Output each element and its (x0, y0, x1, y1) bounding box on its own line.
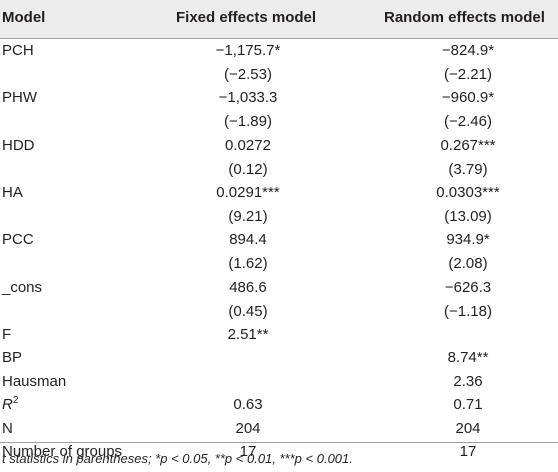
fixed-effects-cell: 0.63 (233, 396, 263, 413)
table-row: BP 8.74** (0, 346, 558, 370)
random-effects-cell: 0.267*** (440, 137, 496, 154)
fixed-effects-cell: (−1.89) (224, 113, 272, 130)
fixed-effects-cell: 17 (239, 443, 257, 460)
table-footnote: t statistics in parentheses; *p < 0.05, … (2, 451, 353, 466)
random-effects-cell: 17 (459, 443, 477, 460)
fixed-effects-cell: 486.6 (229, 279, 267, 296)
fixed-effects-cell: (1.62) (228, 255, 268, 272)
random-effects-cell: 8.74** (447, 349, 489, 366)
fixed-effects-cell: (9.21) (228, 208, 268, 225)
row-label: BP (2, 349, 23, 366)
table-row: (1.62) (2.08) (0, 252, 558, 276)
random-effects-cell: (−2.46) (444, 113, 492, 130)
fixed-effects-cell: 2.51** (227, 326, 269, 343)
header-random-effects: Random effects model (384, 9, 545, 26)
random-effects-cell: −824.9* (441, 42, 495, 59)
table-row: _cons 486.6 −626.3 (0, 276, 558, 300)
fixed-effects-cell: −1,033.3 (218, 89, 278, 106)
table-row: Number of groups 17 17 (0, 440, 558, 464)
table-row: R2 0.63 0.71 (0, 393, 558, 417)
table-row: (−2.53) (−2.21) (0, 63, 558, 87)
row-label: Hausman (2, 373, 67, 390)
row-label: PHW (2, 89, 37, 106)
random-effects-cell: (3.79) (448, 161, 488, 178)
table-row: N 204 204 (0, 417, 558, 441)
random-effects-cell: 2.36 (453, 373, 483, 390)
fixed-effects-cell: 0.0291*** (216, 184, 280, 201)
table-row: (0.12) (3.79) (0, 158, 558, 182)
table-row: PHW −1,033.3 −960.9* (0, 86, 558, 110)
table-row: Hausman 2.36 (0, 370, 558, 394)
fixed-effects-cell: −1,175.7* (215, 42, 281, 59)
random-effects-cell: −626.3 (444, 279, 492, 296)
row-label: Number of groups (2, 443, 123, 460)
random-effects-cell: 0.71 (453, 396, 483, 413)
random-effects-cell: 934.9* (446, 231, 490, 248)
random-effects-cell: 0.0303*** (436, 184, 500, 201)
row-label: PCH (2, 42, 34, 59)
row-label: R2 (2, 395, 19, 414)
table-row: (9.21) (13.09) (0, 205, 558, 229)
row-label: PCC (2, 231, 34, 248)
table-row: (−1.89) (−2.46) (0, 110, 558, 134)
row-label: F (2, 326, 12, 343)
fixed-effects-cell: (0.45) (228, 303, 268, 320)
r-squared-base: R (2, 396, 13, 413)
fixed-effects-cell: (−2.53) (224, 66, 272, 83)
random-effects-cell: −960.9* (441, 89, 495, 106)
table-header: Model Fixed effects model Random effects… (0, 0, 558, 38)
random-effects-cell: (2.08) (448, 255, 488, 272)
table-row: HDD 0.0272 0.267*** (0, 134, 558, 158)
r-squared-exponent: 2 (12, 395, 19, 406)
fixed-effects-cell: 0.0272 (225, 137, 271, 154)
table-row: (0.45) (−1.18) (0, 300, 558, 324)
header-rule (0, 38, 558, 39)
header-fixed-effects: Fixed effects model (176, 9, 317, 26)
random-effects-cell: (−2.21) (444, 66, 492, 83)
random-effects-cell: (13.09) (444, 208, 492, 225)
row-label: N (2, 420, 13, 437)
fixed-effects-cell: 204 (235, 420, 261, 437)
header-model: Model (2, 9, 46, 26)
random-effects-cell: (−1.18) (444, 303, 492, 320)
fixed-effects-cell: (0.12) (228, 161, 268, 178)
fixed-effects-cell: 894.4 (229, 231, 267, 248)
row-label: _cons (2, 279, 43, 296)
table-row: PCH −1,175.7* −824.9* (0, 39, 558, 63)
table-row: PCC 894.4 934.9* (0, 228, 558, 252)
bottom-rule (0, 442, 558, 443)
row-label: HDD (2, 137, 35, 154)
table-row: F 2.51** (0, 323, 558, 347)
random-effects-cell: 204 (455, 420, 481, 437)
table-row: HA 0.0291*** 0.0303*** (0, 181, 558, 205)
row-label: HA (2, 184, 23, 201)
